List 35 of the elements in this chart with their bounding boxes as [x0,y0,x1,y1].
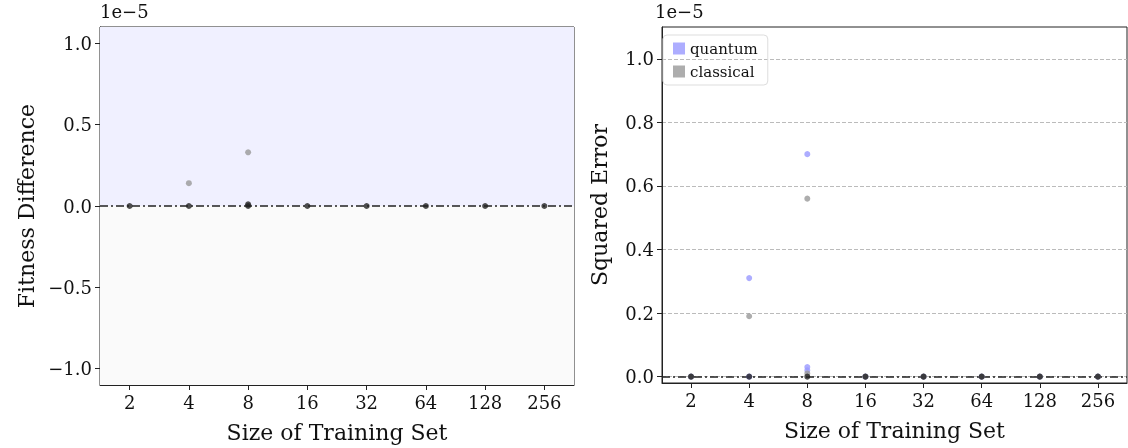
y-tick-label: 1.0 [625,48,654,70]
x-tick-label: 128 [1022,389,1057,411]
x-tick-label: 32 [912,389,936,411]
x-tick-label: 128 [467,391,503,413]
x-tick-label: 256 [527,391,562,413]
x-tick-label: 256 [1080,389,1116,411]
x-axis-title: Size of Training Set [784,417,1006,443]
y-axis-title: Fitness Difference [13,103,39,309]
text: 1e−5 [100,0,149,22]
y-tick-label: −0.5 [48,276,92,298]
x-tick-label: 16 [295,391,319,413]
legend-label: quantum [690,39,758,58]
x-axis-title: Size of Training Set [226,419,448,445]
y-tick-label: 0.2 [625,302,654,324]
y-tick-label: 1.0 [63,32,92,54]
x-tick-label: 16 [853,389,877,411]
y-tick-label: −1.0 [48,358,92,380]
x-tick-label: 2 [123,391,136,413]
y-tick-label: 0.0 [625,366,654,388]
legend-label: classical [690,62,755,81]
x-tick-label: 8 [801,389,814,411]
y-tick-label: 0.5 [63,114,92,136]
x-tick-label: 4 [743,389,755,411]
y-axis-title: Squared Error [586,123,612,286]
x-tick-label: 64 [414,391,438,413]
text: 1e−5 [655,0,704,22]
x-tick-label: 8 [242,391,254,413]
x-tick-label: 64 [970,389,994,411]
y-tick-label: 0.0 [63,195,92,217]
y-tick-label: 0.6 [625,175,654,197]
y-tick-label: 0.4 [625,239,654,260]
x-tick-label: 2 [685,389,697,411]
x-tick-label: 4 [183,391,195,413]
y-tick-label: 0.8 [625,111,654,133]
x-tick-label: 32 [355,391,379,413]
